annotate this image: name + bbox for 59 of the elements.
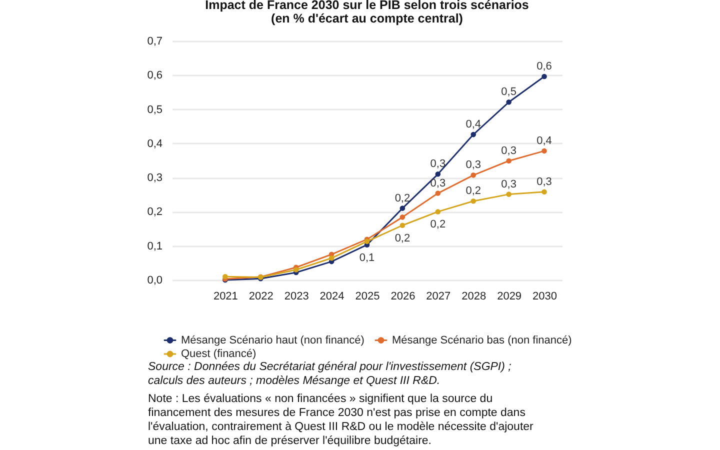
point: [328, 256, 334, 261]
chart-subtitle: (en % d'écart au compte central): [271, 12, 463, 26]
data-label: 0,3: [536, 176, 552, 188]
x-tick-label: 2029: [497, 290, 522, 302]
point: [470, 198, 476, 204]
point: [542, 148, 547, 154]
legend-label: Mésange Scénario bas (non financé): [392, 334, 572, 346]
data-label: 0,3: [430, 177, 446, 190]
source-note: Source : Données du Secrétariat général pour l'investissement (SGPI) ; calculs des auteurs ; modèles Mésange et Quest III R&D.: [148, 361, 512, 387]
y-tick-label: 0,2: [147, 206, 162, 218]
legend-label: Mésange Scénario haut (non financé): [181, 334, 364, 346]
chart-title: Impact de France 2030 sur le PIB selon trois scénarios: [205, 0, 529, 12]
y-tick-label: 0,1: [147, 240, 162, 252]
point: [435, 190, 441, 196]
y-tick-label: 0,3: [147, 172, 162, 184]
x-tick-label: 2021: [213, 290, 238, 302]
data-label: 0,2: [430, 218, 446, 231]
data-label: 0,3: [501, 144, 516, 157]
x-tick-label: 2025: [355, 290, 380, 302]
legend-label: Quest (financé): [181, 348, 256, 360]
point: [506, 99, 512, 105]
y-tick-label: 0,5: [147, 104, 162, 116]
point: [470, 172, 476, 178]
point: [470, 132, 476, 138]
point: [364, 238, 370, 244]
y-tick-label: 0,6: [147, 70, 162, 82]
text: Note : Les évaluations « non financées » signifient que la source du financement des mesures de France 2030 n'est pas prise en compte dans l'évaluation, contrairement à Quest III R&D ou le modèle nécessite d'ajouter une taxe ad hoc afin de préserver l'équilibre budgétaire.: [148, 393, 534, 447]
point: [506, 158, 512, 164]
point: [222, 274, 228, 280]
data-label: 0,3: [430, 158, 446, 170]
data-label: 0,4: [536, 134, 552, 147]
x-tick-label: 2024: [320, 290, 344, 302]
data-label: 0,3: [501, 178, 516, 190]
point: [435, 172, 441, 177]
point: [400, 214, 406, 220]
point: [506, 192, 512, 197]
y-tick-label: 0,7: [147, 36, 162, 48]
x-tick-label: 2026: [390, 290, 416, 302]
y-tick-label: 0,0: [147, 274, 162, 286]
data-label: 0,5: [501, 86, 516, 98]
x-tick-label: 2027: [426, 290, 451, 302]
data-label: 0,2: [394, 232, 410, 244]
point: [542, 74, 547, 80]
point: [400, 222, 406, 228]
y-tick-label: 0,4: [147, 138, 162, 150]
data-label: 0,2: [394, 192, 410, 204]
x-tick-label: 2030: [532, 290, 558, 302]
point: [400, 206, 406, 211]
point: [435, 209, 441, 214]
data-label: 0,4: [466, 118, 482, 131]
x-tick-label: 2028: [462, 290, 486, 302]
x-tick-label: 2023: [284, 290, 309, 302]
point: [293, 267, 299, 272]
data-label: 0,6: [536, 60, 552, 73]
data-label: 0,3: [466, 159, 482, 172]
x-tick-label: 2022: [248, 290, 274, 302]
point: [542, 189, 547, 195]
data-label: 0,1: [359, 252, 375, 264]
data-label: 0,2: [466, 185, 482, 198]
